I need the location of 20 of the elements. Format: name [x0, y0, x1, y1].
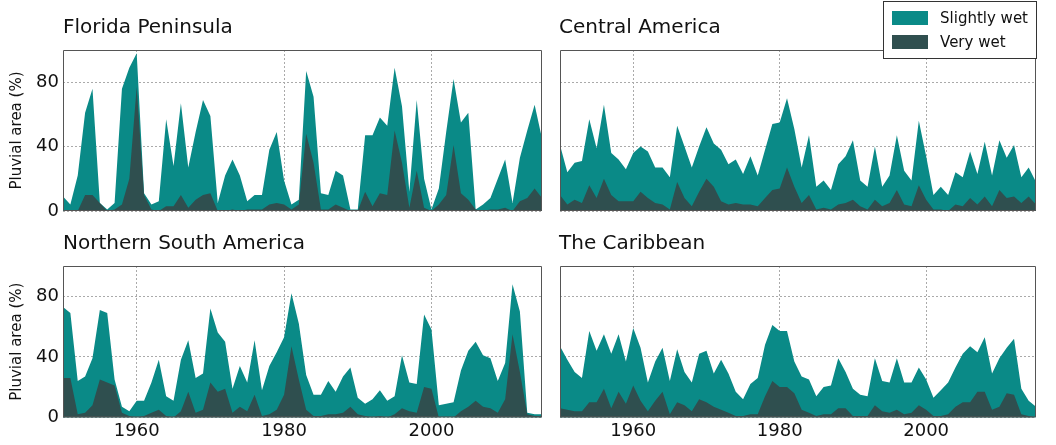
x-tick-label: 2000 [903, 418, 950, 440]
x-tick-label: 1980 [261, 418, 307, 440]
x-tick-label: 1960 [610, 418, 657, 440]
legend-label: Very wet [940, 33, 1006, 51]
chart-title: Northern South America [62, 229, 307, 256]
y-axis-title: Pluvial area (%) [6, 71, 25, 190]
y-tick-label: 0 [47, 405, 59, 427]
y-tick-label: 40 [36, 344, 59, 366]
y-tick-label: 40 [36, 134, 59, 156]
y-axis-title: Pluvial area (%) [6, 282, 25, 401]
y-tick-label: 80 [36, 283, 59, 305]
chart-title: Florida Peninsula [62, 13, 234, 40]
legend-label: Slightly wet [940, 9, 1028, 27]
chart-title: Central America [559, 14, 721, 38]
y-tick-label: 80 [36, 69, 59, 91]
chart-title: The Caribbean [559, 229, 707, 256]
x-tick-label: 1960 [113, 418, 160, 440]
x-tick-label: 1980 [756, 418, 803, 440]
x-tick-label: 2000 [408, 418, 455, 440]
y-tick-label: 0 [47, 198, 59, 220]
